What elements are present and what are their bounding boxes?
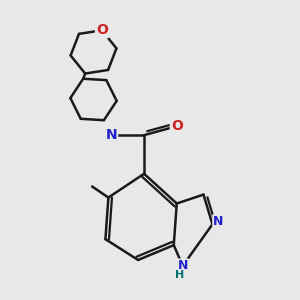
Text: N: N	[178, 260, 188, 272]
Text: N: N	[106, 128, 117, 142]
Text: O: O	[171, 119, 183, 133]
Text: O: O	[96, 23, 108, 37]
Text: N: N	[213, 215, 224, 228]
Text: H: H	[175, 270, 184, 280]
